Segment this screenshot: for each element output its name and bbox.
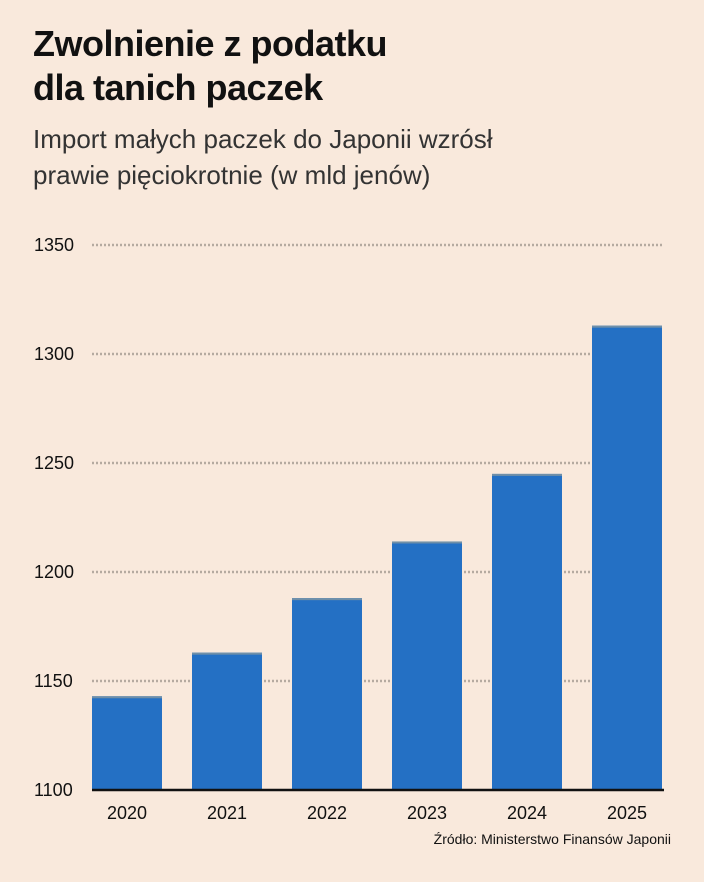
chart-subtitle: Import małych paczek do Japonii wzrósł p… <box>33 121 673 193</box>
bar-top-edge-2023 <box>392 541 462 544</box>
bar-2025 <box>592 325 662 790</box>
y-tick-label-1100: 1100 <box>34 780 73 800</box>
grid-lines <box>92 243 664 683</box>
bar-2023 <box>392 541 462 790</box>
y-tick-label-1350: 1350 <box>34 235 74 255</box>
y-tick-label-1200: 1200 <box>34 562 74 582</box>
x-tick-label-2021: 2021 <box>207 803 247 823</box>
bar-2020 <box>92 696 162 790</box>
bar-top-edge-2025 <box>592 325 662 328</box>
bar-2022 <box>292 598 362 790</box>
bar-top-edge-2024 <box>492 473 562 476</box>
bar-2024 <box>492 473 562 790</box>
x-tick-label-2025: 2025 <box>607 803 647 823</box>
chart-title-line-1: Zwolnienie z podatku <box>33 23 388 64</box>
chart-title-line-2: dla tanich paczek <box>33 67 323 108</box>
y-tick-label-1250: 1250 <box>34 453 74 473</box>
x-tick-label-2022: 2022 <box>307 803 347 823</box>
bar-2021 <box>192 652 262 790</box>
y-tick-label-1300: 1300 <box>34 344 74 364</box>
chart-title: Zwolnienie z podatku dla tanich paczek <box>33 22 673 110</box>
x-axis-tick-labels: 2020 2021 2022 2023 2024 2025 <box>107 803 647 823</box>
bar-top-edge-2021 <box>192 652 262 655</box>
chart-subtitle-line-1: Import małych paczek do Japonii wzrósł <box>33 124 493 154</box>
bar-top-edge-2022 <box>292 598 362 601</box>
x-tick-label-2023: 2023 <box>407 803 447 823</box>
x-tick-label-2020: 2020 <box>107 803 147 823</box>
source-note: Źródło: Ministerstwo Finansów Japonii <box>433 831 671 847</box>
bar-top-edge-2020 <box>92 696 162 699</box>
y-tick-label-1150: 1150 <box>34 671 73 691</box>
y-axis-tick-labels: 1100 1150 1200 1250 1300 1350 <box>34 235 74 800</box>
bars <box>92 325 662 790</box>
x-tick-label-2024: 2024 <box>507 803 547 823</box>
chart-subtitle-line-2: prawie pięciokrotnie (w mld jenów) <box>33 160 431 190</box>
